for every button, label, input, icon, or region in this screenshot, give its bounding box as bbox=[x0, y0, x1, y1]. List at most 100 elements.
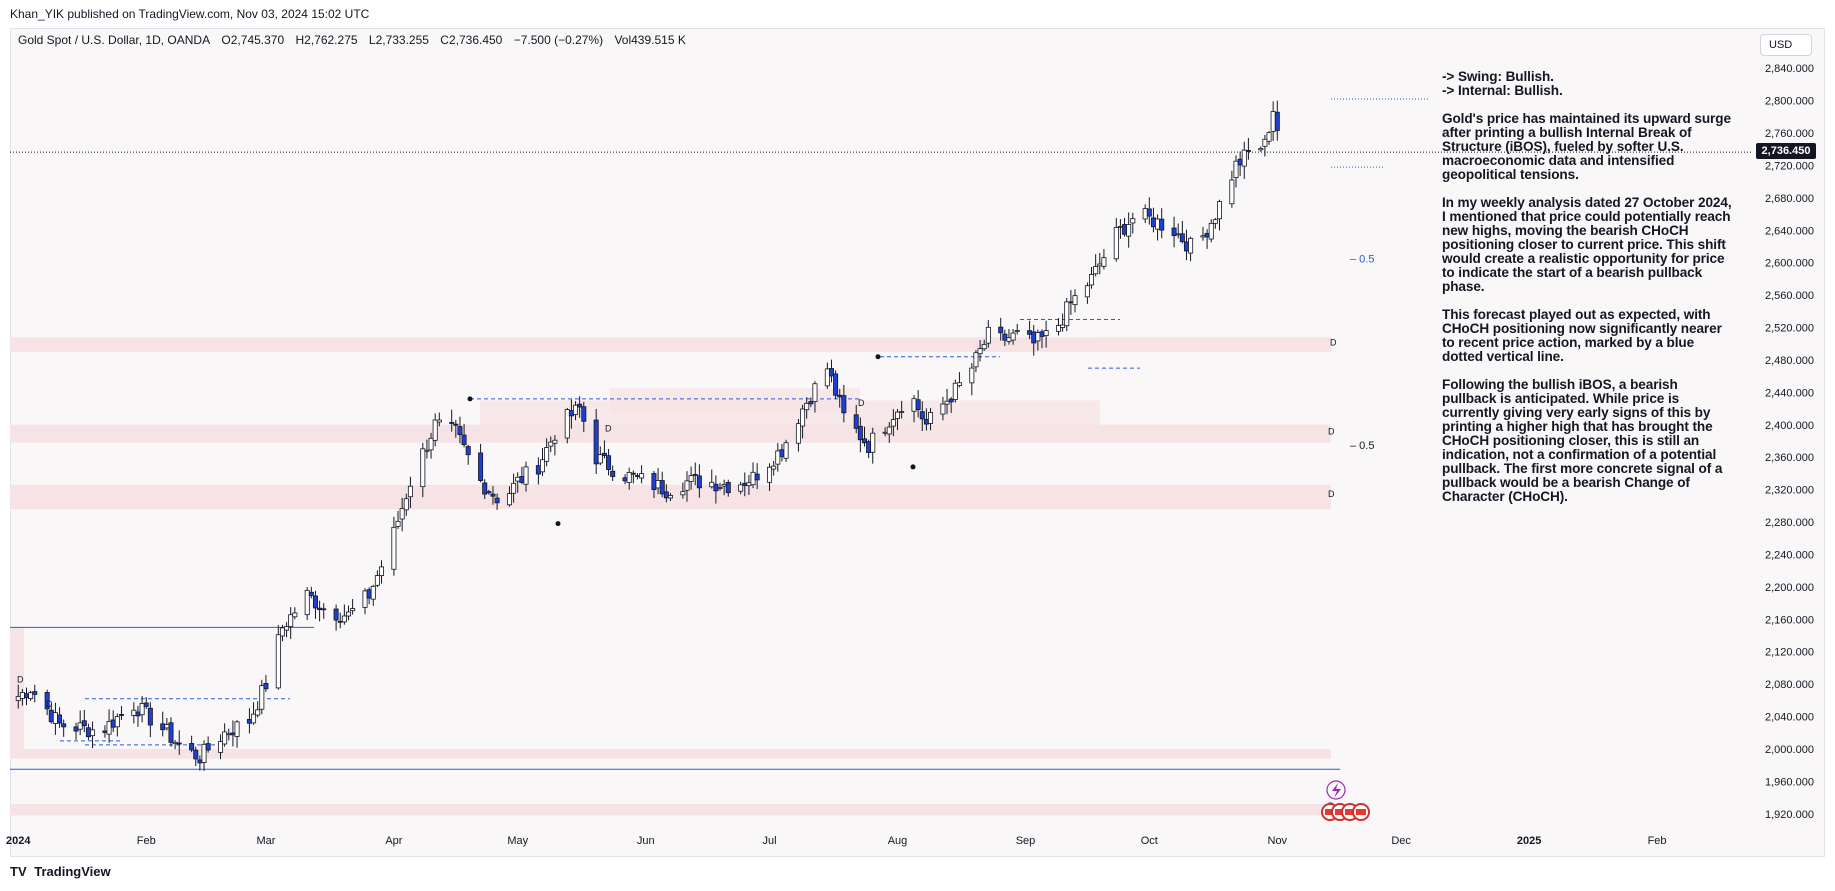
candle-body bbox=[593, 419, 599, 465]
candle-body bbox=[1208, 222, 1214, 240]
candle-body bbox=[1155, 218, 1161, 230]
time-axis: 2024 Feb Mar Apr May Jun Jul Aug Sep Oct Nov Dec 202… bbox=[6, 835, 1667, 847]
candle-body bbox=[490, 493, 496, 497]
structure-lines-layer bbox=[10, 98, 1752, 770]
analysis-text-box[interactable]: -> Swing: Bullish. -> Internal: Bullish.… bbox=[1442, 70, 1732, 518]
candle-body bbox=[853, 414, 859, 429]
candle-body bbox=[573, 404, 579, 415]
candle-body bbox=[106, 720, 112, 735]
candle-body bbox=[312, 595, 318, 609]
candle-body bbox=[634, 475, 640, 477]
candle-body bbox=[866, 441, 872, 453]
candle-body bbox=[1262, 138, 1268, 147]
candle-body bbox=[77, 722, 83, 730]
candle-body bbox=[1084, 285, 1090, 298]
candle-body bbox=[940, 403, 946, 415]
time-tick-label: Dec bbox=[1391, 835, 1411, 847]
time-tick-label: May bbox=[507, 835, 528, 847]
ohlc-close: C2,736.450 bbox=[440, 33, 503, 47]
candle-body bbox=[197, 759, 203, 764]
ohlc-low: L2,733.255 bbox=[368, 33, 429, 47]
candle-body bbox=[684, 480, 690, 491]
volume: Vol439.515 K bbox=[614, 33, 686, 47]
candle-body bbox=[374, 575, 380, 586]
candle-body bbox=[1229, 179, 1235, 205]
price-tick-label: 2,560.000 bbox=[1765, 290, 1814, 302]
candle-body bbox=[226, 733, 232, 736]
price-tick-label: 2,320.000 bbox=[1765, 485, 1814, 497]
candle-body bbox=[1237, 158, 1243, 166]
currency-button[interactable]: USD bbox=[1760, 34, 1812, 56]
candles-layer bbox=[15, 100, 1280, 771]
flag-stripe-icon bbox=[1356, 809, 1366, 815]
candle-body bbox=[750, 471, 756, 486]
candle-body bbox=[767, 466, 773, 483]
symbol-name[interactable]: Gold Spot / U.S. Dollar, 1D, OANDA bbox=[18, 33, 211, 47]
candle-body bbox=[754, 473, 760, 481]
time-tick-label: Sep bbox=[1016, 835, 1036, 847]
time-tick-label: Jul bbox=[763, 835, 777, 847]
candle-body bbox=[288, 614, 294, 627]
price-tick-label: 2,240.000 bbox=[1765, 549, 1814, 561]
candle-body bbox=[1097, 263, 1103, 267]
candle-body bbox=[540, 459, 546, 473]
order-block-zone bbox=[1095, 337, 1331, 352]
candle-body bbox=[523, 466, 529, 485]
candle-body bbox=[1266, 132, 1272, 142]
candle-body bbox=[1274, 111, 1280, 131]
candle-body bbox=[1035, 332, 1041, 342]
candle-body bbox=[160, 723, 166, 731]
candle-body bbox=[317, 607, 323, 611]
candle-body bbox=[985, 326, 991, 344]
candle-body bbox=[44, 692, 50, 710]
candle-body bbox=[1142, 208, 1148, 220]
candle-body bbox=[1039, 331, 1045, 337]
candle-body bbox=[279, 627, 285, 637]
candle-body bbox=[828, 368, 834, 377]
candle-body bbox=[1060, 324, 1066, 328]
candle-body bbox=[824, 368, 830, 387]
candle-body bbox=[1146, 208, 1152, 217]
price-tick-label: 2,680.000 bbox=[1765, 193, 1814, 205]
candle-body bbox=[333, 608, 339, 621]
time-tick-label: Nov bbox=[1268, 835, 1288, 847]
candle-body bbox=[952, 382, 958, 400]
candle-body bbox=[308, 591, 314, 596]
tradingview-logo-icon: TV bbox=[10, 864, 27, 879]
candle-body bbox=[544, 447, 550, 462]
candle-body bbox=[928, 412, 934, 424]
candle-body bbox=[1150, 217, 1156, 228]
candle-body bbox=[1216, 201, 1222, 220]
candle-body bbox=[1056, 325, 1062, 332]
price-tick-label: 2,640.000 bbox=[1765, 225, 1814, 237]
swing-pivot-marker bbox=[910, 464, 916, 470]
ohlc-open: O2,745.370 bbox=[221, 33, 285, 47]
candle-body bbox=[432, 419, 438, 441]
candle-body bbox=[370, 585, 376, 600]
candle-body bbox=[172, 741, 178, 744]
candle-body bbox=[222, 731, 228, 745]
candle-body bbox=[1014, 330, 1020, 332]
candle-body bbox=[453, 423, 459, 426]
candle-body bbox=[366, 589, 372, 599]
zone-label: D bbox=[605, 423, 612, 433]
time-tick-label: 2025 bbox=[1517, 835, 1541, 847]
candle-body bbox=[742, 482, 748, 486]
candle-body bbox=[362, 590, 368, 608]
candle-body bbox=[944, 400, 950, 405]
candle-body bbox=[601, 452, 607, 456]
tradingview-footer[interactable]: TV TradingView bbox=[10, 864, 111, 879]
flag-stripe-icon bbox=[1325, 809, 1335, 815]
time-tick-label: 2024 bbox=[6, 835, 31, 847]
candle-body bbox=[626, 472, 632, 483]
zone-label: D bbox=[1328, 427, 1335, 437]
price-tick-label: 2,040.000 bbox=[1765, 712, 1814, 724]
flag-stripe-icon bbox=[1335, 809, 1345, 815]
candle-body bbox=[688, 475, 694, 482]
candle-body bbox=[61, 723, 67, 728]
candle-body bbox=[90, 729, 96, 737]
candle-body bbox=[482, 482, 488, 495]
price-tick-label: 2,520.000 bbox=[1765, 323, 1814, 335]
candle-body bbox=[663, 491, 669, 499]
